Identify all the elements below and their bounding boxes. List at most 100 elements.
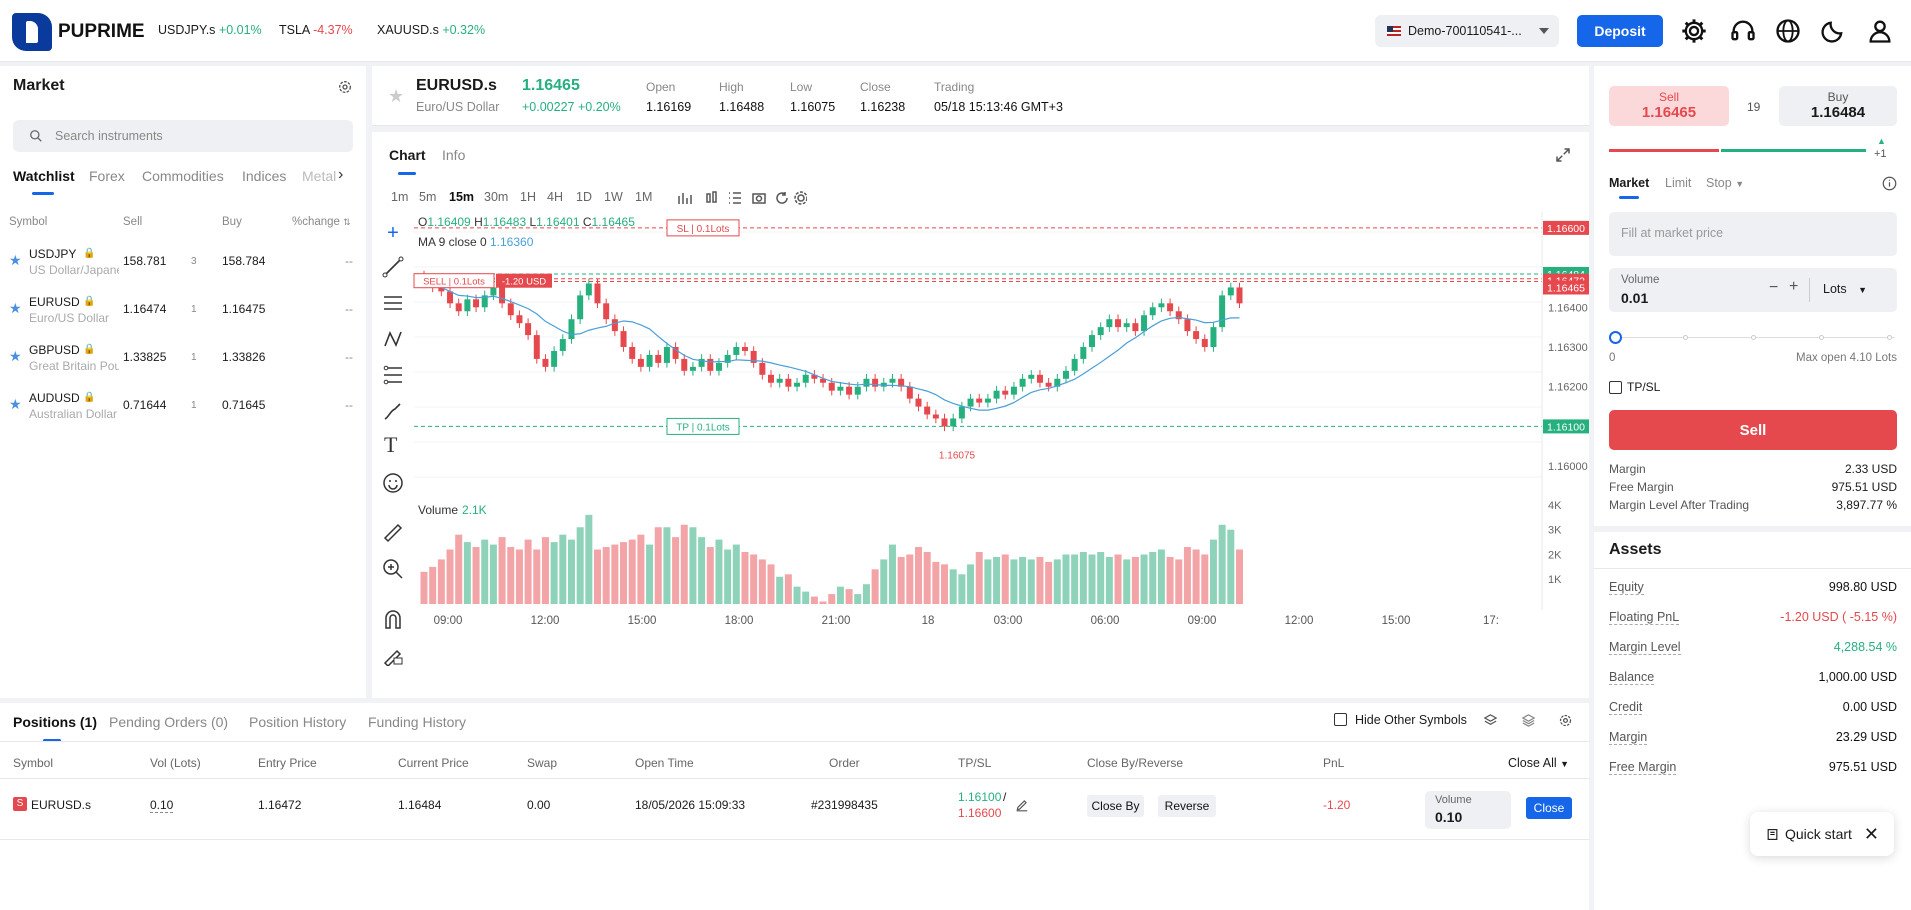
timeframe-1H[interactable]: 1H bbox=[520, 190, 536, 204]
tab-watchlist[interactable]: Watchlist bbox=[13, 168, 75, 184]
asset-key[interactable]: Balance bbox=[1609, 670, 1655, 685]
user-icon[interactable] bbox=[1866, 17, 1894, 45]
list-item[interactable]: ★ EURUSD 🔒 Euro/US Dollar 1.16474 1 1.16475 -- bbox=[0, 286, 366, 334]
tab-forex[interactable]: Forex bbox=[89, 168, 125, 184]
tab-market-order[interactable]: Market bbox=[1609, 176, 1650, 190]
trendline-icon[interactable] bbox=[382, 256, 404, 278]
close-all-button[interactable]: Close All ▼ bbox=[1508, 756, 1569, 770]
stack-icon[interactable] bbox=[1521, 713, 1536, 728]
sell-button[interactable]: Sell bbox=[1609, 410, 1897, 450]
list-item[interactable]: ★ USDJPY 🔒 US Dollar/Japanese Yen 158.781 3 15… bbox=[0, 238, 366, 286]
price-input[interactable]: Fill at market price bbox=[1609, 212, 1897, 256]
ruler-icon[interactable] bbox=[382, 522, 404, 544]
ticker-usdjpy[interactable]: USDJPY.s +0.01% bbox=[158, 23, 262, 37]
volume-input[interactable]: Volume 0.01 − + Lots ▼ bbox=[1609, 268, 1897, 312]
deposit-button[interactable]: Deposit bbox=[1577, 15, 1663, 47]
change-pct: +0.20% bbox=[577, 100, 621, 114]
sell-price-box[interactable]: Sell 1.16465 bbox=[1609, 86, 1729, 126]
tab-chart[interactable]: Chart bbox=[389, 147, 426, 163]
asset-key[interactable]: Credit bbox=[1609, 700, 1643, 715]
brush-icon[interactable] bbox=[382, 400, 404, 422]
table-row[interactable]: S EURUSD.s 0.10 1.16472 1.16484 0.00 18/… bbox=[0, 779, 1589, 839]
star-icon[interactable]: ★ bbox=[9, 396, 22, 412]
timeframe-4H[interactable]: 4H bbox=[547, 190, 563, 204]
settings-gear-icon[interactable] bbox=[337, 79, 353, 95]
info-icon[interactable] bbox=[1882, 176, 1897, 191]
tab-funding-history[interactable]: Funding History bbox=[368, 714, 467, 730]
account-selector[interactable]: Demo-700110541-... bbox=[1375, 15, 1559, 47]
chart-toolbar[interactable] bbox=[677, 190, 807, 206]
globe-icon[interactable] bbox=[1774, 17, 1802, 45]
tab-stop-order[interactable]: Stop ▼ bbox=[1706, 176, 1744, 190]
reverse-button[interactable]: Reverse bbox=[1158, 795, 1216, 817]
fib-icon[interactable] bbox=[382, 364, 404, 386]
buy-price-box[interactable]: Buy 1.16484 bbox=[1779, 86, 1897, 126]
timeframe-30m[interactable]: 30m bbox=[484, 190, 509, 204]
gear-icon[interactable] bbox=[1558, 713, 1573, 728]
star-icon[interactable]: ★ bbox=[9, 300, 22, 316]
tab-info[interactable]: Info bbox=[442, 147, 466, 163]
close-by-button[interactable]: Close By bbox=[1087, 795, 1144, 817]
ticker-xauusd[interactable]: XAUUSD.s +0.32% bbox=[377, 23, 485, 37]
candle bbox=[1089, 335, 1096, 347]
brand-logo[interactable]: PUPRIME bbox=[12, 13, 145, 51]
tab-positions[interactable]: Positions (1) bbox=[13, 714, 98, 730]
asset-key[interactable]: Floating PnL bbox=[1609, 610, 1680, 625]
close-volume-input[interactable]: Volume 0.10 bbox=[1425, 791, 1511, 829]
ticker-tsla[interactable]: TSLA -4.37% bbox=[279, 23, 353, 37]
asset-key[interactable]: Free Margin bbox=[1609, 760, 1677, 775]
candle bbox=[785, 378, 792, 387]
price-chart[interactable]: 1.166001.164841.164721.164651.161001.164… bbox=[412, 212, 1589, 684]
text-icon[interactable]: T bbox=[384, 432, 398, 457]
expand-icon[interactable] bbox=[1554, 146, 1572, 164]
chevron-right-icon[interactable]: › bbox=[338, 166, 344, 183]
hide-other-checkbox[interactable] bbox=[1334, 713, 1347, 726]
search-input[interactable]: Search instruments bbox=[13, 120, 353, 152]
horizontal-lines-icon[interactable] bbox=[382, 292, 404, 314]
asset-key[interactable]: Margin bbox=[1609, 730, 1648, 745]
close-position-button[interactable]: Close bbox=[1526, 797, 1572, 819]
timeframe-1m[interactable]: 1m bbox=[391, 190, 409, 204]
tp-marker[interactable]: TP | 0.1Lots bbox=[666, 417, 740, 435]
list-item[interactable]: ★ AUDUSD 🔒 Australian Dollar 0.71644 1 0.71645… bbox=[0, 382, 366, 430]
volume-slider-handle[interactable] bbox=[1609, 331, 1622, 344]
quick-start-button[interactable]: Quick start ✕ bbox=[1750, 812, 1894, 856]
headset-icon[interactable] bbox=[1729, 17, 1757, 45]
tab-pending-orders[interactable]: Pending Orders (0) bbox=[109, 714, 229, 730]
asset-key[interactable]: Margin Level bbox=[1609, 640, 1681, 655]
asset-key[interactable]: Equity bbox=[1609, 580, 1644, 595]
tpsl-checkbox[interactable] bbox=[1609, 381, 1622, 394]
sell-marker[interactable]: SELL | 0.1Lots -1.20 USD bbox=[413, 273, 552, 289]
tab-commodities[interactable]: Commodities bbox=[142, 168, 224, 184]
gear-icon[interactable] bbox=[1680, 17, 1708, 45]
layers-icon[interactable] bbox=[1483, 713, 1498, 728]
candle bbox=[1036, 374, 1043, 383]
timeframe-5m[interactable]: 5m bbox=[419, 190, 437, 204]
star-icon[interactable]: ★ bbox=[9, 252, 22, 268]
minus-icon[interactable]: − bbox=[1769, 279, 1779, 296]
edit-pencil-icon[interactable] bbox=[1015, 798, 1029, 812]
close-icon[interactable]: ✕ bbox=[1863, 823, 1879, 844]
timeframe-15m[interactable]: 15m bbox=[449, 190, 475, 204]
sl-marker[interactable]: SL | 0.1Lots bbox=[666, 219, 740, 237]
moon-icon[interactable] bbox=[1819, 17, 1847, 45]
col-change[interactable]: %change ⇅ bbox=[292, 216, 351, 228]
magnet-icon[interactable] bbox=[382, 608, 404, 630]
timeframe-1D[interactable]: 1D bbox=[576, 190, 592, 204]
tab-metal[interactable]: Metal bbox=[302, 168, 337, 184]
tab-limit-order[interactable]: Limit bbox=[1665, 176, 1692, 190]
emoji-icon[interactable] bbox=[382, 472, 404, 494]
timeframe-1W[interactable]: 1W bbox=[604, 190, 623, 204]
tab-indices[interactable]: Indices bbox=[242, 168, 287, 184]
star-icon[interactable]: ★ bbox=[9, 348, 22, 364]
favorite-star-icon[interactable]: ★ bbox=[388, 86, 405, 106]
timeframe-1M[interactable]: 1M bbox=[635, 190, 653, 204]
pattern-icon[interactable] bbox=[382, 328, 404, 350]
tab-position-history[interactable]: Position History bbox=[249, 714, 347, 730]
list-item[interactable]: ★ GBPUSD🔒 Great Britain Pound 1.33825 1 1.338… bbox=[0, 334, 366, 382]
plus-icon[interactable]: + bbox=[1789, 278, 1799, 295]
unit-select[interactable]: Lots ▼ bbox=[1823, 282, 1867, 296]
lock-drawing-icon[interactable] bbox=[382, 644, 404, 666]
zoom-in-icon[interactable] bbox=[382, 558, 404, 580]
crosshair-icon[interactable]: + bbox=[387, 222, 399, 244]
